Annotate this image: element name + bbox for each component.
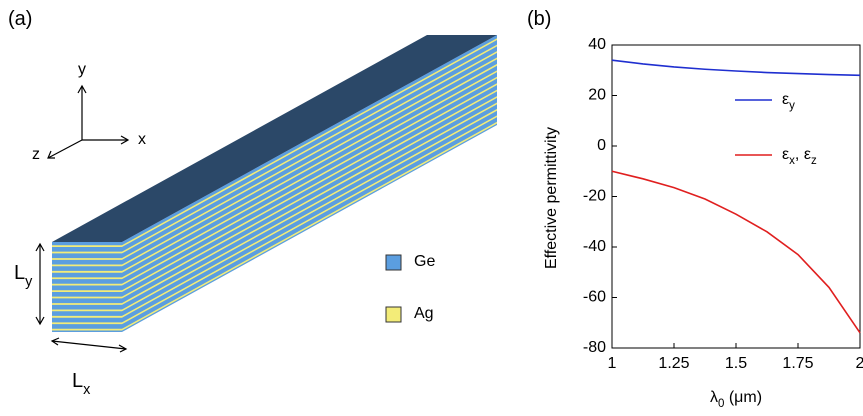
- legend-label: Ge: [414, 253, 435, 270]
- front-face: [52, 242, 122, 332]
- x-tick-label: 1.5: [725, 355, 747, 372]
- legend-label: εx, εz: [782, 146, 817, 167]
- plot: -80 -60 -40 -20 0 20 40 1 1.25 1.5 1.75 2 εy εx, εz: [583, 36, 863, 372]
- ag-layer: [122, 63, 497, 273]
- top-face: [52, 35, 497, 242]
- ag-layer: [122, 115, 497, 325]
- coordinate-axes: [47, 84, 130, 159]
- ag-layer: [52, 258, 122, 260]
- ag-layer: [122, 83, 497, 292]
- ag-layer: [52, 290, 122, 292]
- ag-layer: [52, 270, 122, 273]
- ag-layer: [52, 315, 122, 318]
- x-tick-label: 2: [856, 355, 863, 372]
- ag-layer: [122, 38, 497, 247]
- ag-layer: [122, 44, 497, 254]
- ag-layer: [122, 70, 497, 280]
- ag-layer: [52, 303, 122, 305]
- y-tick-label: 40: [588, 36, 606, 53]
- x-axis-label: λ0 (μm): [710, 389, 762, 410]
- axis-glyph-label: z: [32, 146, 40, 163]
- ag-layer: [122, 108, 497, 318]
- ag-layer: [52, 296, 122, 299]
- y-axis-label: Effective permittivity: [543, 127, 560, 269]
- ag-layer: [122, 76, 497, 286]
- panel-label: (a): [8, 8, 32, 30]
- y-tick-label: 20: [588, 87, 606, 104]
- legend-label: εy: [782, 91, 795, 112]
- series-line: [611, 170, 861, 334]
- ag-layer: [52, 264, 122, 267]
- ag-layer: [52, 245, 122, 247]
- ag-layer: [122, 89, 497, 299]
- ag-layer: [122, 51, 497, 260]
- x-tick-label: 1: [608, 355, 617, 372]
- ag-layer: [122, 96, 497, 305]
- plot-frame: [611, 44, 861, 349]
- ag-layer: [52, 309, 122, 312]
- y-tick-label: -80: [583, 339, 606, 356]
- ag-layer: [52, 251, 122, 254]
- axis-glyph-label: y: [78, 61, 86, 78]
- ag-layer: [52, 283, 122, 286]
- series-line: [611, 59, 861, 77]
- legend-swatch: [385, 254, 402, 271]
- y-tick-label: -40: [583, 238, 606, 255]
- dimension-label: Ly: [14, 262, 33, 290]
- ag-layer: [122, 57, 497, 267]
- legend-swatch: [385, 306, 402, 323]
- y-tick-label: -60: [583, 289, 606, 306]
- dimension-arrows: [35, 242, 128, 353]
- multilayer-box: [52, 35, 497, 332]
- ag-layer: [52, 322, 122, 325]
- ag-layer: [52, 277, 122, 280]
- axis-glyph-label: x: [138, 131, 146, 148]
- x-tick-label: 1.25: [658, 355, 689, 372]
- dimension-label: Lx: [72, 370, 91, 398]
- y-tick-label: -20: [583, 188, 606, 205]
- x-tick-label: 1.75: [782, 355, 813, 372]
- ag-layer: [122, 102, 497, 312]
- panel-label: (b): [527, 8, 551, 30]
- legend-label: Ag: [414, 305, 434, 322]
- ag-layer: [122, 121, 497, 331]
- y-tick-label: 0: [597, 137, 606, 154]
- ag-layer: [52, 328, 122, 331]
